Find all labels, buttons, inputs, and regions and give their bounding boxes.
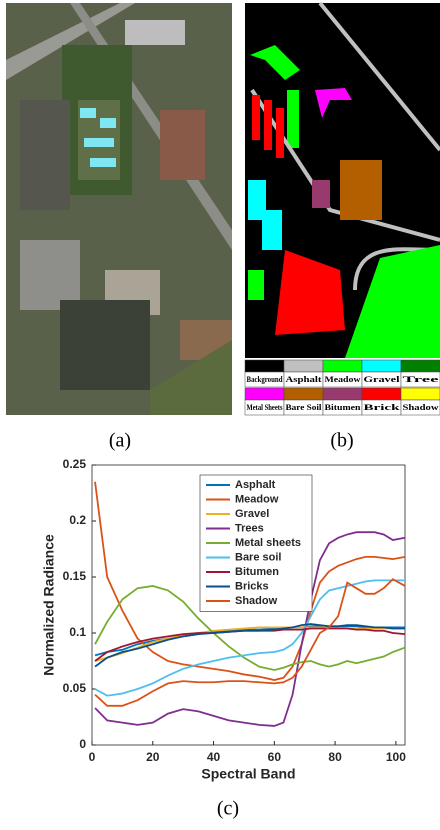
panel-label: (b) — [330, 430, 353, 452]
y-tick-label: 0.2 — [69, 513, 86, 527]
legend-label: Metal sheets — [235, 537, 301, 549]
x-tick-label: 0 — [89, 750, 96, 764]
legend-swatch — [361, 387, 402, 401]
panel-label: (c) — [217, 798, 239, 820]
series-line — [94, 579, 405, 697]
y-axis-label: Normalized Radiance — [41, 534, 57, 676]
legend-label: Asphalt — [286, 375, 322, 384]
legend-swatch — [322, 359, 363, 373]
x-tick-label: 40 — [207, 750, 221, 764]
series-line — [94, 585, 406, 671]
legend-label: Bare soil — [235, 551, 281, 563]
legend-label: Gravel — [364, 375, 401, 384]
x-tick-label: 80 — [328, 750, 342, 764]
legend-swatch — [400, 387, 440, 401]
legend-swatch — [244, 359, 285, 373]
x-axis-label: Spectral Band — [201, 766, 295, 782]
legend-label: Background — [247, 375, 283, 384]
classification-map — [245, 1, 440, 358]
series-line — [94, 627, 406, 662]
y-tick-label: 0.1 — [69, 625, 86, 639]
x-tick-label: 100 — [386, 750, 406, 764]
legend-label: Asphalt — [235, 479, 276, 491]
legend-label: Shadow — [403, 403, 439, 412]
y-tick-label: 0 — [79, 737, 86, 751]
y-tick-label: 0.15 — [63, 569, 87, 583]
legend-label: Trees — [235, 522, 264, 534]
legend-cell — [400, 371, 440, 388]
series-line — [94, 626, 405, 662]
y-tick-label: 0.25 — [63, 457, 87, 471]
legend-swatch — [400, 359, 440, 373]
chart: 0 20 40 60 80 100 0 0.05 0.1 0.15 0.2 0.25 Spectral … — [41, 457, 407, 782]
series-line — [94, 481, 406, 681]
legend-label: Brick — [364, 403, 401, 412]
legend-label: Bitumen — [325, 403, 362, 412]
map-legend: Background Asphalt Meadow Gravel Tree Metal S… — [244, 359, 440, 416]
aerial-image — [6, 3, 232, 415]
x-tick-label: 20 — [146, 750, 160, 764]
series-line — [94, 531, 406, 727]
legend-label: Bricks — [235, 580, 269, 592]
legend-label: Bitumen — [235, 566, 279, 578]
y-tick-label: 0.05 — [63, 681, 87, 695]
x-tick-label: 60 — [268, 750, 282, 764]
legend-label: Gravel — [235, 508, 269, 520]
legend-label: Tree — [403, 375, 440, 384]
legend-cell — [400, 399, 440, 416]
legend-swatch — [283, 387, 324, 401]
legend-swatch — [283, 359, 324, 373]
legend-label: Meadow — [325, 375, 361, 384]
legend-label: Bare Soil — [286, 403, 323, 412]
legend-label: Meadow — [235, 493, 279, 505]
legend-label: Shadow — [235, 595, 278, 607]
series-line — [94, 578, 406, 707]
legend-swatch — [361, 359, 402, 373]
legend-swatch — [244, 387, 285, 401]
legend-swatch — [322, 387, 363, 401]
series-line — [94, 623, 405, 668]
panel-label: (a) — [109, 430, 131, 452]
legend-label: Metal Sheets — [247, 403, 283, 412]
